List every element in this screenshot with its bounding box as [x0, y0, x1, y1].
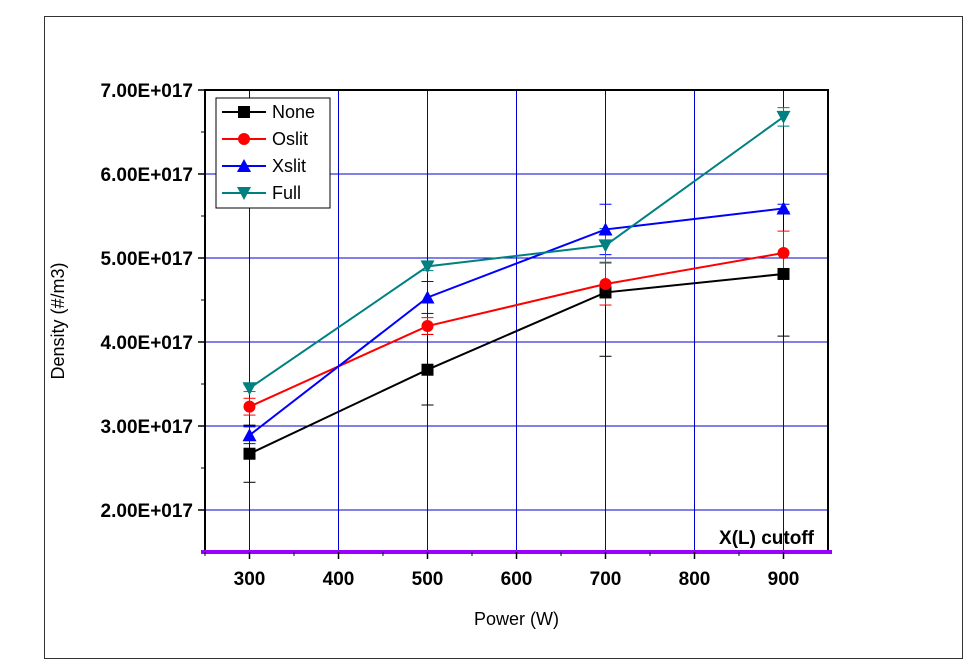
- legend-label-none: None: [272, 102, 315, 122]
- y-axis-ticks: 2.00E+017 3.00E+017 4.00E+017 5.00E+017 6.00…: [101, 81, 205, 522]
- marker-none-0: [243, 447, 256, 460]
- x-tick-label-3: 600: [501, 569, 533, 590]
- marker-oslit-2: [599, 278, 612, 291]
- x-axis-ticks: 300 400 500 600 700 800 900: [204, 552, 800, 590]
- y-tick-label-3: 5.00E+017: [101, 249, 193, 270]
- legend-label-full: Full: [272, 183, 301, 203]
- legend-marker-oslit: [238, 133, 250, 145]
- x-axis-label: Power (W): [474, 609, 559, 629]
- series-line-full: [248, 116, 785, 390]
- x-tick-label-4: 700: [590, 569, 622, 590]
- marker-none-3: [777, 267, 790, 280]
- x-tick-label-2: 500: [412, 569, 444, 590]
- marker-xslit-2: [598, 222, 613, 236]
- legend-marker-xslit: [237, 159, 251, 172]
- cutoff-annotation: X(L) cutoff: [719, 528, 815, 549]
- figure-frame: [44, 16, 963, 659]
- marker-full-3: [776, 110, 791, 124]
- y-axis-label: Density (#/m3): [48, 262, 68, 379]
- legend: None Oslit Xslit Full: [215, 97, 331, 209]
- marker-xslit-0: [242, 428, 257, 442]
- x-tick-label-6: 900: [768, 569, 800, 590]
- series-line-none: [249, 272, 784, 455]
- marker-none-1: [421, 363, 434, 376]
- legend-label-oslit: Oslit: [272, 129, 308, 149]
- legend-marker-full: [237, 187, 251, 200]
- x-tick-label-0: 300: [234, 569, 266, 590]
- marker-full-1: [420, 260, 435, 274]
- marker-full-0: [242, 382, 257, 396]
- marker-oslit-1: [421, 320, 434, 333]
- marker-full-2: [598, 239, 613, 253]
- marker-oslit-3: [777, 246, 790, 259]
- x-tick-label-1: 400: [323, 569, 355, 590]
- y-tick-label-1: 3.00E+017: [101, 417, 193, 438]
- marker-xslit-3: [776, 201, 791, 215]
- marker-xslit-1: [420, 290, 435, 304]
- x-tick-label-5: 800: [679, 569, 711, 590]
- legend-marker-none: [238, 106, 250, 118]
- legend-box: [215, 97, 331, 209]
- y-tick-label-5: 7.00E+017: [101, 81, 193, 102]
- series-line-xslit: [248, 207, 784, 437]
- series-lines: [248, 116, 785, 455]
- series-markers: [242, 110, 791, 460]
- y-tick-label-0: 2.00E+017: [101, 501, 193, 522]
- legend-label-xslit: Xslit: [272, 156, 306, 176]
- y-tick-label-2: 4.00E+017: [101, 333, 193, 354]
- y-tick-label-4: 6.00E+017: [101, 165, 193, 186]
- marker-oslit-0: [243, 400, 256, 413]
- marker-none-2: [599, 286, 612, 299]
